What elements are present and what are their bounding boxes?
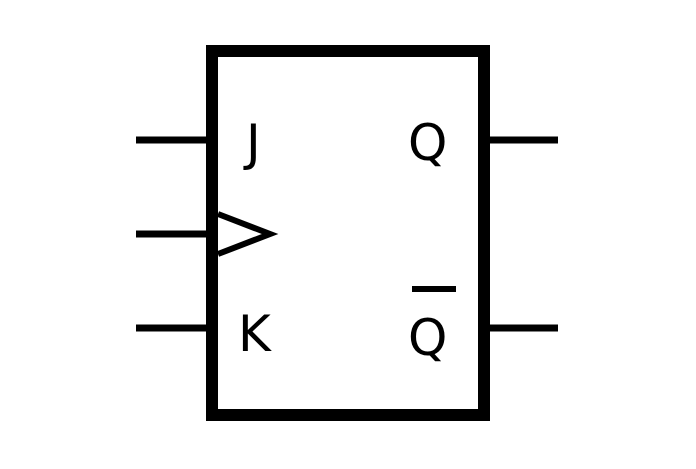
j-input-label: J [243,114,261,172]
k-input-label: K [238,305,272,363]
q-bar-overbar [412,286,456,292]
clock-edge-triangle-icon [216,211,279,257]
flip-flop-body [206,45,490,421]
q-bar-output-label: Q [408,309,447,367]
q-output-label: Q [408,114,447,172]
